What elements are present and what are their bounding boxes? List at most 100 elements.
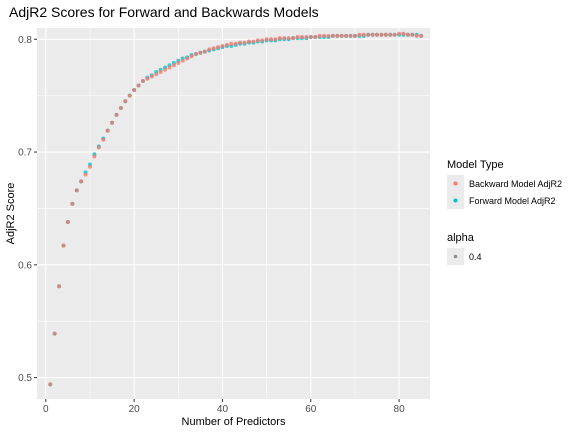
data-point-backward [149, 74, 154, 79]
data-point-backward [171, 63, 176, 68]
data-point-backward [255, 38, 260, 43]
data-point-backward [123, 99, 128, 104]
data-point-backward [87, 164, 92, 169]
data-point-backward [229, 41, 234, 46]
data-point-backward [96, 145, 101, 150]
x-tick-label: 0 [43, 404, 49, 415]
data-point-backward [357, 32, 362, 37]
data-point-backward [361, 32, 366, 37]
data-point-backward [216, 45, 221, 50]
data-point-backward [101, 137, 106, 142]
data-point-backward [379, 32, 384, 37]
data-point-backward [392, 32, 397, 37]
data-point-backward [74, 188, 79, 193]
y-tick-label: 0.7 [18, 148, 32, 159]
data-points [48, 31, 424, 387]
data-point-backward [295, 35, 300, 40]
data-point-backward [180, 58, 185, 63]
data-point-backward [405, 32, 410, 37]
data-point-backward [207, 47, 212, 52]
legend-label-forward: Forward Model AdjR2 [469, 196, 556, 206]
legend-title-model-type: Model Type [447, 159, 504, 171]
data-point-backward [114, 112, 119, 117]
data-point-backward [132, 88, 137, 93]
legend-title-alpha: alpha [447, 232, 475, 244]
data-point-backward [48, 382, 53, 387]
data-point-backward [154, 72, 159, 77]
data-point-backward [220, 44, 225, 49]
data-point-backward [375, 32, 380, 37]
data-point-backward [348, 33, 353, 38]
data-point-backward [401, 31, 406, 36]
x-tick-label: 20 [129, 404, 141, 415]
data-point-backward [326, 33, 331, 38]
data-point-backward [110, 120, 115, 125]
data-point-backward [366, 32, 371, 37]
data-point-backward [176, 60, 181, 65]
data-point-backward [52, 331, 57, 336]
data-point-backward [198, 50, 203, 55]
data-point-backward [92, 154, 97, 159]
data-point-backward [224, 42, 229, 47]
legend-marker-backward [453, 181, 458, 186]
data-point-backward [286, 36, 291, 41]
data-point-backward [61, 243, 66, 248]
data-point-backward [304, 35, 309, 40]
data-point-backward [397, 31, 402, 36]
chart-title: AdjR2 Scores for Forward and Backwards M… [9, 4, 319, 20]
data-point-backward [339, 33, 344, 38]
data-point-backward [282, 36, 287, 41]
data-point-backward [127, 93, 132, 98]
y-tick-label: 0.5 [18, 373, 32, 384]
data-point-backward [419, 33, 424, 38]
data-point-backward [260, 38, 265, 43]
data-point-backward [193, 51, 198, 56]
data-point-backward [251, 39, 256, 44]
legend-key-alpha [447, 248, 464, 265]
data-point-backward [388, 32, 393, 37]
data-point-backward [344, 33, 349, 38]
data-point-backward [383, 32, 388, 37]
data-point-backward [242, 40, 247, 45]
data-point-backward [202, 49, 207, 54]
legend-marker-alpha [453, 254, 458, 259]
data-point-backward [264, 37, 269, 42]
data-point-backward [57, 284, 62, 289]
data-point-backward [317, 33, 322, 38]
data-point-backward [83, 172, 88, 177]
data-point-backward [322, 33, 327, 38]
x-tick-label: 60 [305, 404, 317, 415]
x-tick-label: 40 [217, 404, 229, 415]
data-point-backward [189, 54, 194, 59]
data-point-backward [211, 46, 216, 51]
y-axis-title: AdjR2 Score [5, 183, 17, 245]
data-point-backward [145, 76, 150, 81]
data-point-backward [167, 65, 172, 70]
y-tick-label: 0.8 [18, 35, 32, 46]
x-axis-title: Number of Predictors [182, 416, 286, 428]
legend-marker-forward [453, 198, 458, 203]
data-point-backward [163, 67, 168, 72]
legend: Model Type Backward Model AdjR2 Forward … [447, 159, 562, 265]
data-point-backward [414, 33, 419, 38]
data-point-backward [313, 35, 318, 40]
data-point-backward [269, 37, 274, 42]
legend-label-alpha: 0.4 [469, 252, 482, 262]
data-point-backward [79, 179, 84, 184]
data-point-backward [299, 35, 304, 40]
data-point-backward [410, 32, 415, 37]
grid [37, 28, 430, 399]
data-point-backward [233, 41, 238, 46]
axis-ticks: 0 20 40 60 80 0.5 0.6 0.7 0.8 [18, 35, 405, 415]
data-point-backward [158, 69, 163, 74]
data-point-backward [277, 36, 282, 41]
data-point-backward [330, 33, 335, 38]
data-point-backward [65, 219, 70, 224]
data-point-backward [185, 56, 190, 61]
data-point-backward [308, 35, 313, 40]
data-point-backward [335, 33, 340, 38]
data-point-backward [136, 83, 141, 88]
plot-panel [37, 28, 430, 399]
data-point-backward [70, 201, 75, 206]
